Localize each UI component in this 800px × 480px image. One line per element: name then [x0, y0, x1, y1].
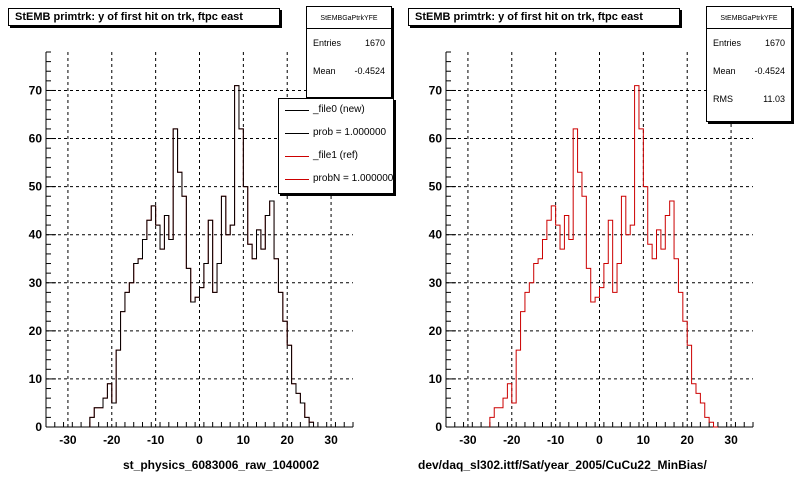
left-x-tick-label: 10	[237, 433, 251, 447]
left-y-tick-label: 30	[29, 276, 43, 290]
legend-swatch-probn	[285, 179, 309, 180]
left-entries-value: 1670	[364, 38, 385, 48]
left-stats-entries: Entries 1670	[307, 29, 391, 57]
left-x-tick-label: 20	[281, 433, 295, 447]
legend-swatch-file0	[285, 110, 309, 111]
left-stats-name: StEMBGaPtrkYFE	[307, 7, 391, 29]
right-x-tick-label: 10	[637, 433, 651, 447]
left-x-tick-label: 0	[196, 433, 203, 447]
right-plot-title: StEMB primtrk: y of first hit on trk, ft…	[408, 8, 680, 26]
right-y-tick-label: 0	[435, 420, 442, 434]
left-entries-label: Entries	[313, 38, 342, 48]
right-y-tick-label: 70	[429, 83, 443, 97]
legend-label-prob: prob = 1.000000	[313, 127, 387, 138]
right-stats-box: StEMBGaPtrkYFE Entries 1670 Mean -0.4524…	[706, 6, 792, 122]
legend-entry-file1: _file1 (ref)	[279, 145, 393, 168]
right-y-tick-label: 50	[429, 180, 443, 194]
left-mean-value: -0.4524	[354, 66, 385, 76]
right-entries-label: Entries	[713, 38, 742, 48]
right-y-tick-label: 10	[429, 372, 443, 386]
left-stats-mean: Mean -0.4524	[307, 57, 391, 85]
right-x-tick-label: -20	[503, 433, 521, 447]
right-x-tick-label: -10	[547, 433, 565, 447]
right-stats-mean: Mean -0.4524	[707, 57, 791, 85]
legend-label-file0: _file0 (new)	[313, 104, 365, 115]
left-stats-box: StEMBGaPtrkYFE Entries 1670 Mean -0.4524	[306, 6, 392, 98]
left-y-tick-label: 40	[29, 228, 43, 242]
left-x-caption: st_physics_6083006_raw_1040002	[123, 458, 320, 472]
left-x-tick-label: -30	[59, 433, 77, 447]
left-y-tick-label: 50	[29, 180, 43, 194]
legend-entry-prob: prob = 1.000000	[279, 122, 393, 145]
left-y-tick-label: 20	[29, 324, 43, 338]
right-entries-value: 1670	[764, 38, 785, 48]
left-y-tick-label: 0	[35, 420, 42, 434]
legend-entry-file0: _file0 (new)	[279, 99, 393, 122]
right-rms-label: RMS	[713, 94, 733, 104]
right-x-tick-label: 30	[724, 433, 738, 447]
right-stats-name: StEMBGaPtrkYFE	[707, 7, 791, 29]
left-y-tick-label: 60	[29, 132, 43, 146]
left-x-tick-label: 30	[324, 433, 338, 447]
right-y-tick-label: 30	[429, 276, 443, 290]
left-x-tick-label: -10	[147, 433, 165, 447]
right-rms-value: 11.03	[763, 94, 785, 104]
legend-swatch-file1	[285, 156, 309, 157]
legend-label-probn: probN = 1.000000	[313, 173, 394, 184]
left-mean-label: Mean	[313, 66, 336, 76]
legend-label-file1: _file1 (ref)	[313, 150, 359, 161]
right-y-tick-label: 40	[429, 228, 443, 242]
right-mean-label: Mean	[713, 66, 736, 76]
right-stats-rms: RMS 11.03	[707, 85, 791, 113]
left-y-tick-label: 70	[29, 83, 43, 97]
left-plot-title: StEMB primtrk: y of first hit on trk, ft…	[8, 8, 280, 26]
right-y-tick-label: 20	[429, 324, 443, 338]
left-x-tick-label: -20	[103, 433, 121, 447]
legend-entry-probn: probN = 1.000000	[279, 168, 393, 191]
left-y-tick-label: 10	[29, 372, 43, 386]
right-x-tick-label: -30	[459, 433, 477, 447]
legend-swatch-prob	[285, 133, 309, 134]
left-series--file0-new-	[89, 85, 318, 428]
right-series-hist	[489, 85, 718, 428]
left-legend: _file0 (new) prob = 1.000000 _file1 (ref…	[278, 98, 394, 194]
right-x-tick-label: 20	[681, 433, 695, 447]
right-plot: -30 -20 -10 0 10 20 30 0 10 20 30 40 50 60 70	[429, 51, 754, 447]
right-stats-entries: Entries 1670	[707, 29, 791, 57]
right-x-tick-label: 0	[596, 433, 603, 447]
right-y-tick-label: 60	[429, 132, 443, 146]
right-x-caption: dev/daq_sl302.ittf/Sat/year_2005/CuCu22_…	[418, 458, 707, 472]
right-mean-value: -0.4524	[754, 66, 785, 76]
